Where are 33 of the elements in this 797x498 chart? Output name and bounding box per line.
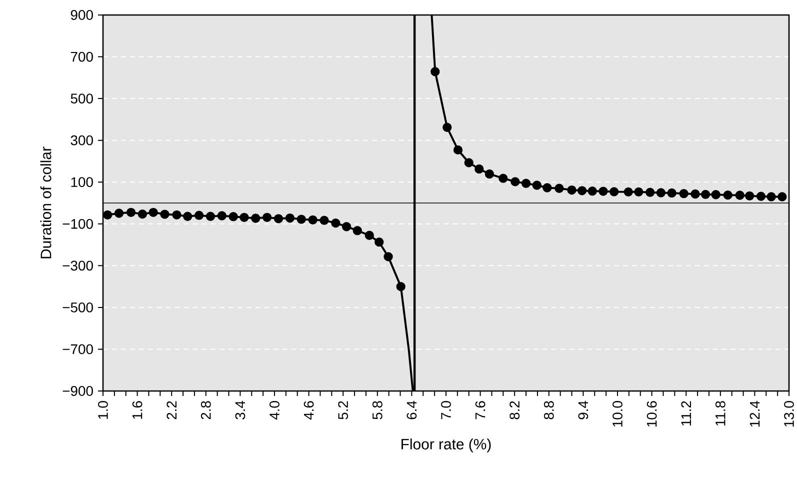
y-tick-label: −700 (62, 344, 93, 354)
x-tick-label: 2.2 (166, 401, 176, 420)
y-tick-label: 700 (70, 52, 93, 62)
x-tick-label: 12.4 (750, 400, 760, 427)
x-tick-label: 8.8 (544, 401, 554, 420)
y-tick-label: 900 (70, 10, 93, 20)
x-tick-label: 11.2 (681, 401, 691, 426)
y-tick-label: 300 (70, 135, 93, 146)
x-axis-title: Floor rate (%) (402, 438, 491, 452)
x-tick-label: 10.6 (646, 401, 657, 427)
x-tick-label: 5.2 (338, 401, 348, 420)
x-tick-label: 4.6 (304, 401, 314, 420)
x-tick-label: 6.4 (406, 400, 417, 420)
x-tick-label: 7.6 (475, 401, 486, 420)
y-tick-label: 100 (71, 177, 93, 188)
x-tick-label: 1.0 (98, 401, 108, 419)
x-tick-label: 5.8 (372, 401, 382, 420)
x-tick-label: 9.4 (578, 400, 588, 420)
y-tick-label: −300 (62, 260, 93, 271)
x-tick-label: 11.8 (715, 401, 726, 426)
y-tick-label: −100 (62, 218, 93, 229)
x-tick-label: 7.0 (441, 401, 451, 420)
y-tick-label: −500 (62, 302, 93, 312)
y-tick-label: −900 (62, 386, 93, 396)
y-axis-title: Duration of collar (40, 146, 52, 258)
x-tick-label: 2.8 (200, 401, 211, 420)
x-tick-label: 13.0 (784, 401, 794, 427)
x-tick-label: 3.4 (235, 400, 246, 420)
x-tick-label: 10.0 (612, 401, 622, 427)
x-tick-label: 1.6 (132, 401, 142, 419)
x-tick-label: 4.0 (270, 401, 280, 420)
y-tick-label: 500 (70, 94, 93, 104)
x-tick-label: 8.2 (510, 401, 520, 420)
